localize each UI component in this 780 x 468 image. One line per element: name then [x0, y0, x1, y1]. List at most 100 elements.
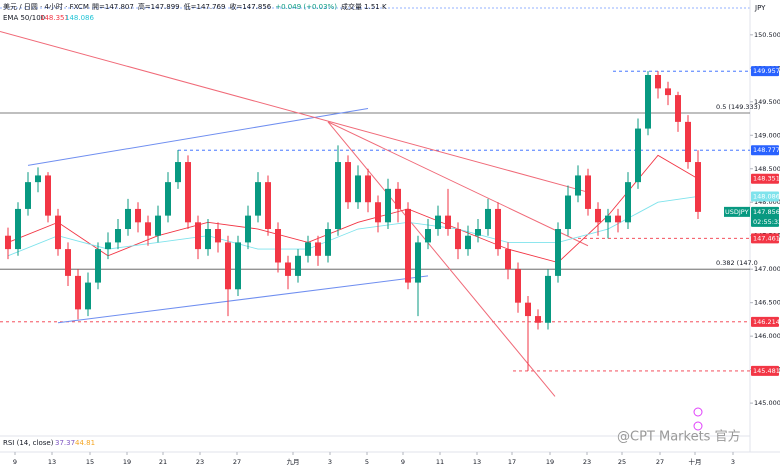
watermark: @CPT Markets 官方 [617, 429, 741, 445]
candle-body [85, 282, 91, 310]
candle-body [75, 275, 81, 310]
x-tick-label: 23 [196, 458, 204, 466]
symbol-label: USDJPY [725, 208, 749, 216]
candle-body [685, 121, 691, 163]
candle-body [5, 235, 11, 250]
candle-body [595, 208, 601, 223]
candle-body [405, 208, 411, 283]
candle-body [555, 229, 561, 276]
y-tick-label: 145.000 [754, 399, 780, 407]
candle-body [335, 162, 341, 230]
x-tick-label: 9 [401, 458, 405, 466]
candle-body [505, 249, 511, 270]
price-badge-label: 148.086 [753, 192, 780, 200]
candle-body [265, 182, 271, 230]
fib-label: 0.5 (149.333) [716, 103, 760, 111]
ema-legend-value: 148.086 [65, 14, 94, 22]
ohlc-field: 低=147.769 [184, 2, 226, 11]
candle-body [625, 182, 631, 223]
candle-body [235, 242, 241, 290]
candle-body [565, 195, 571, 230]
price-badge-label: 146.214 [753, 318, 780, 326]
candle-body [155, 215, 161, 236]
price-badge-label: 147.461 [753, 234, 780, 242]
price-badge-label: 148.777 [753, 146, 780, 154]
candle-body [95, 249, 101, 283]
trendline [0, 30, 589, 193]
price-badge-label: 145.481 [753, 367, 780, 375]
candle-body [65, 249, 71, 276]
price-badge [751, 233, 779, 244]
symbol-line: 美元 / 日圆 · 4小时 · FXCM [3, 2, 89, 11]
candle-body [415, 242, 421, 283]
symbol-badge [724, 206, 750, 217]
candle-body [145, 222, 151, 236]
candle-body [495, 208, 501, 250]
countdown: 02:55:32 [753, 218, 780, 226]
x-tick-label: 27 [656, 458, 664, 466]
x-tick-label: 23 [583, 458, 591, 466]
ema-line [7, 154, 699, 263]
candle-body [395, 188, 401, 209]
candle-body [435, 215, 441, 230]
x-tick-label: 九月 [287, 457, 300, 466]
price-badge-label: 149.957 [753, 67, 780, 75]
x-tick-label: 19 [546, 458, 554, 466]
price-badge [751, 173, 779, 184]
candle-body [365, 175, 371, 203]
candle-body [445, 215, 451, 230]
price-badge-label: 148.351 [753, 175, 780, 183]
candle-body [345, 162, 351, 203]
candle-body [275, 229, 281, 263]
candle-body [515, 269, 521, 303]
candle-body [205, 229, 211, 250]
price-badge [751, 206, 779, 227]
x-tick-label: 25 [618, 458, 626, 466]
candle-body [25, 182, 31, 209]
candle-body [125, 208, 131, 230]
candle-body [195, 222, 201, 250]
candle-body [315, 242, 321, 256]
x-tick-label: 13 [473, 458, 481, 466]
candle-body [355, 175, 361, 203]
rsi-legend-value: 44.81 [75, 439, 95, 447]
candle-body [135, 208, 141, 223]
candle-body [605, 215, 611, 223]
x-tick-label: 9 [13, 458, 17, 466]
candle-body [255, 182, 261, 216]
candle-body [485, 208, 491, 230]
candle-body [175, 162, 181, 183]
ohlc-field: 收=147.856 [229, 2, 271, 11]
price-badge [751, 66, 779, 77]
candle-body [105, 242, 111, 250]
event-icon[interactable] [693, 421, 703, 431]
trendline [327, 121, 589, 247]
y-tick-label: 150.500 [754, 31, 780, 39]
candle-body [615, 215, 621, 223]
ema-legend-value: 148.351 [40, 14, 69, 22]
candle-body [165, 182, 171, 216]
rsi-legend-name: RSI (14, close) [3, 439, 54, 447]
x-tick-label: 5 [365, 458, 369, 466]
price-badge [751, 145, 779, 156]
candle-body [575, 175, 581, 196]
x-tick-label: 15 [86, 458, 94, 466]
y-tick-label: 147.000 [754, 265, 780, 273]
candle-body [645, 75, 651, 129]
price-badge-label: 147.856 [753, 208, 780, 216]
candle-body [55, 215, 61, 250]
candle-body [675, 95, 681, 122]
candle-body [45, 175, 51, 216]
ohlc-field: 高=147.899 [138, 2, 180, 11]
event-icon[interactable] [693, 407, 703, 417]
x-tick-label: 十月 [689, 457, 702, 466]
price-badge [751, 365, 779, 376]
x-tick-label: 19 [123, 458, 131, 466]
x-tick-label: 11 [436, 458, 444, 466]
candle-body [695, 162, 701, 212]
candle-body [665, 88, 671, 96]
candle-body [305, 242, 311, 256]
candle-body [455, 229, 461, 250]
candle-body [225, 242, 231, 290]
